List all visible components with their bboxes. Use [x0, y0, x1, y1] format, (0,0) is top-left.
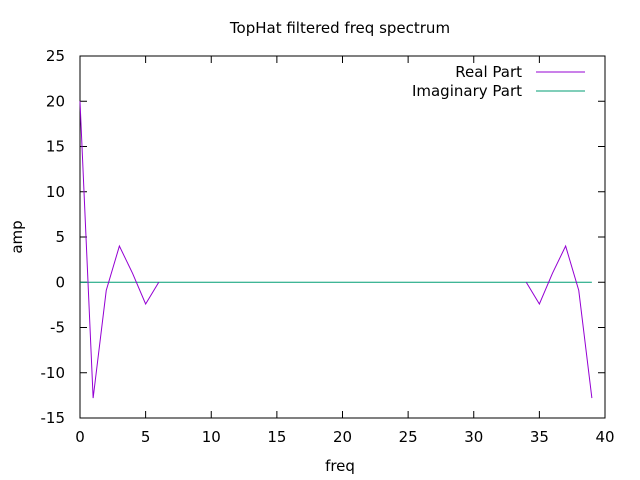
y-tick-label: -10: [41, 364, 66, 382]
series-line-real-part: [79, 101, 160, 399]
x-tick-label: 0: [75, 428, 85, 446]
x-tick-label: 10: [202, 428, 221, 446]
x-axis-label: freq: [325, 457, 355, 475]
x-tick-label: 20: [333, 428, 352, 446]
legend-label: Real Part: [455, 63, 522, 81]
x-tick-label: 40: [595, 428, 614, 446]
plot-frame: [79, 55, 606, 419]
y-tick-label: -5: [50, 319, 65, 337]
y-tick-label: 10: [46, 183, 65, 201]
y-tick-label: 5: [55, 228, 65, 246]
x-tick-label: 35: [530, 428, 549, 446]
series-layer: [79, 101, 593, 399]
y-tick-label: -15: [41, 409, 66, 427]
y-tick-label: 20: [46, 92, 65, 110]
x-tick-label: 5: [141, 428, 151, 446]
x-tick-label: 25: [399, 428, 418, 446]
y-axis-label: amp: [8, 220, 26, 253]
legend-label: Imaginary Part: [412, 82, 522, 100]
x-tick-label: 30: [464, 428, 483, 446]
series-line-real-part: [525, 244, 593, 399]
y-axis: -15 -10 -5 0 5 10 15 20 25: [41, 47, 605, 427]
x-tick-label: 15: [267, 428, 286, 446]
y-tick-label: 25: [46, 47, 65, 65]
y-tick-label: 15: [46, 138, 65, 156]
y-tick-label: 0: [55, 273, 65, 291]
x-axis: 0 5 10 15 20 25 30 35 40: [75, 56, 615, 446]
chart-title: TopHat filtered freq spectrum: [229, 19, 450, 37]
